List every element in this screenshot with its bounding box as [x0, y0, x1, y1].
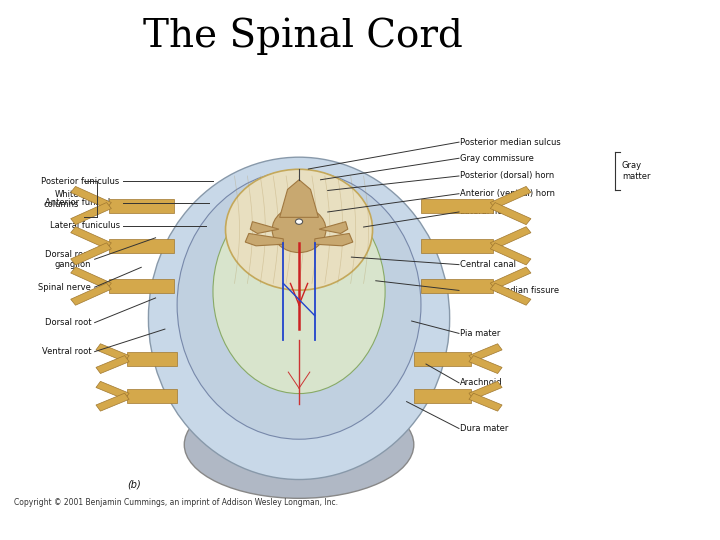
- FancyArrow shape: [469, 393, 502, 411]
- FancyArrow shape: [414, 389, 471, 403]
- Text: Anterior funiculus: Anterior funiculus: [45, 198, 120, 207]
- Ellipse shape: [184, 391, 414, 498]
- Text: Posterior funiculus: Posterior funiculus: [42, 177, 120, 186]
- Ellipse shape: [225, 169, 372, 290]
- FancyArrow shape: [71, 227, 112, 249]
- FancyArrow shape: [127, 389, 177, 403]
- Text: Posterior median sulcus: Posterior median sulcus: [460, 138, 561, 147]
- Ellipse shape: [177, 171, 421, 439]
- FancyArrow shape: [109, 239, 174, 253]
- Text: Posterior (dorsal) horn: Posterior (dorsal) horn: [460, 172, 554, 180]
- Text: Copyright © 2001 Benjamin Cummings, an imprint of Addison Wesley Longman, Inc.: Copyright © 2001 Benjamin Cummings, an i…: [14, 497, 338, 507]
- FancyArrow shape: [127, 352, 177, 366]
- FancyArrow shape: [109, 199, 174, 213]
- FancyArrow shape: [96, 393, 129, 411]
- FancyArrow shape: [71, 186, 112, 208]
- FancyArrow shape: [490, 202, 531, 225]
- Polygon shape: [319, 221, 348, 233]
- FancyArrow shape: [490, 227, 531, 249]
- Text: Dura mater: Dura mater: [460, 424, 509, 433]
- FancyArrow shape: [421, 279, 492, 293]
- Text: Lateral horn: Lateral horn: [460, 207, 511, 217]
- FancyArrow shape: [96, 355, 129, 374]
- FancyArrow shape: [71, 243, 112, 265]
- FancyArrow shape: [96, 344, 129, 362]
- FancyArrow shape: [109, 279, 174, 293]
- Polygon shape: [251, 221, 279, 233]
- Text: White
columns: White columns: [43, 190, 79, 210]
- Ellipse shape: [148, 157, 450, 480]
- Ellipse shape: [272, 207, 326, 253]
- Text: Gray
matter: Gray matter: [622, 161, 650, 181]
- Text: Spinal nerve: Spinal nerve: [38, 283, 91, 292]
- FancyArrow shape: [490, 267, 531, 289]
- Text: Pia mater: Pia mater: [460, 329, 501, 338]
- FancyArrow shape: [469, 344, 502, 362]
- Ellipse shape: [213, 190, 385, 394]
- Text: Gray commissure: Gray commissure: [460, 154, 534, 163]
- Text: Ventral root: Ventral root: [42, 347, 91, 356]
- FancyArrow shape: [490, 243, 531, 265]
- Text: Lateral funiculus: Lateral funiculus: [50, 221, 120, 231]
- FancyArrow shape: [71, 267, 112, 289]
- Text: Dorsal root: Dorsal root: [45, 318, 91, 327]
- FancyArrow shape: [96, 381, 129, 399]
- Polygon shape: [315, 233, 353, 246]
- FancyArrow shape: [469, 381, 502, 399]
- FancyArrow shape: [490, 283, 531, 305]
- Text: Anterior median fissure: Anterior median fissure: [460, 286, 559, 295]
- Text: Central canal: Central canal: [460, 260, 516, 269]
- FancyArrow shape: [490, 186, 531, 208]
- FancyArrow shape: [421, 199, 492, 213]
- Text: Dorsal root
ganglion: Dorsal root ganglion: [45, 249, 91, 269]
- Text: Arachnoid: Arachnoid: [460, 379, 503, 387]
- Text: The Spinal Cord: The Spinal Cord: [143, 17, 462, 55]
- FancyArrow shape: [71, 202, 112, 225]
- FancyArrow shape: [421, 239, 492, 253]
- Polygon shape: [246, 233, 283, 246]
- Polygon shape: [279, 180, 318, 218]
- FancyArrow shape: [414, 352, 471, 366]
- FancyArrow shape: [469, 355, 502, 374]
- Text: Anterior (ventral) horn: Anterior (ventral) horn: [460, 189, 555, 198]
- FancyArrow shape: [71, 283, 112, 305]
- Circle shape: [295, 219, 302, 224]
- Text: (b): (b): [127, 480, 141, 490]
